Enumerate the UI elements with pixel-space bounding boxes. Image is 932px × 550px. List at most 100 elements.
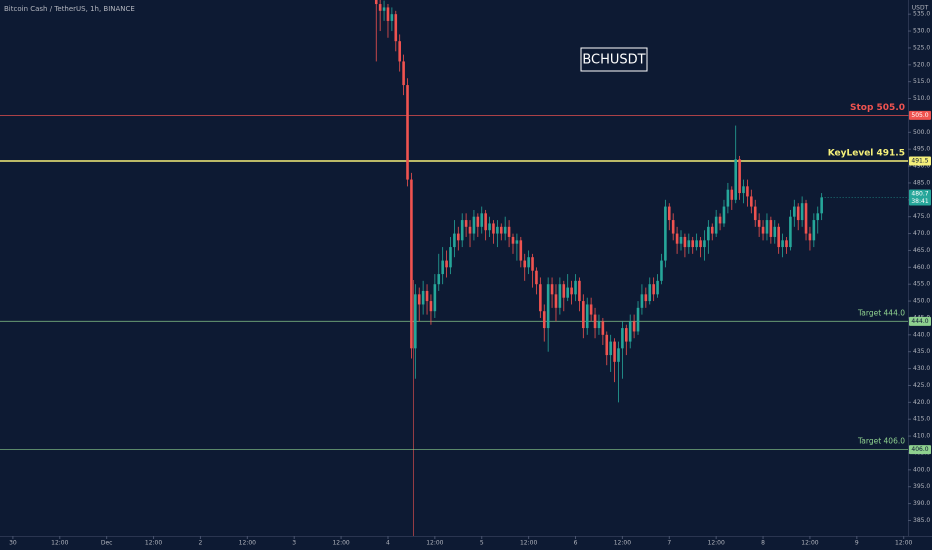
candle-body: [523, 260, 527, 268]
candle-body: [730, 189, 734, 200]
x-tick-label: 2: [199, 540, 203, 547]
candle-body: [402, 61, 405, 86]
candle-body: [753, 206, 757, 221]
countdown: 38:41: [911, 198, 928, 205]
candle-body: [535, 270, 538, 285]
candle-body: [628, 321, 632, 342]
candle-body: [687, 240, 691, 248]
candle-body: [710, 226, 714, 234]
level-tag-bg: [909, 156, 931, 166]
y-tick-label: 415.0: [913, 416, 930, 423]
candle-body: [546, 284, 550, 329]
candle-body: [738, 159, 741, 194]
y-tick-label: 470.0: [913, 230, 930, 237]
candle-body: [796, 206, 800, 221]
candle-body: [414, 294, 417, 349]
candle-body: [507, 226, 511, 237]
x-tick-label: 5: [480, 540, 484, 547]
candle-body: [550, 284, 554, 295]
y-tick-label: 520.0: [913, 61, 930, 68]
y-tick-label: 455.0: [913, 281, 930, 288]
price-tag-bg: [909, 189, 931, 206]
level-tag-bg: [909, 316, 931, 326]
x-tick-label: 30: [9, 540, 17, 547]
y-tick-label: 450.0: [913, 298, 930, 305]
y-tick-label: 485.0: [913, 179, 930, 186]
candle-body: [503, 226, 507, 234]
candle-body: [707, 226, 710, 241]
candle-body: [499, 226, 503, 234]
level-tag: 444.0: [911, 318, 928, 325]
candle-body: [804, 203, 808, 234]
y-tick-label: 500.0: [913, 129, 930, 136]
candle-body: [812, 220, 816, 241]
candle-body: [468, 226, 472, 234]
y-tick-label: 475.0: [913, 213, 930, 220]
y-tick-label: 490.0: [913, 163, 930, 170]
candle-body: [570, 287, 573, 295]
candle-body: [386, 7, 390, 21]
candle-body: [769, 220, 773, 237]
candle-body: [773, 226, 777, 237]
candle-body: [449, 247, 452, 268]
y-tick-label: 525.0: [913, 44, 930, 51]
x-tick-label: 12:00: [426, 540, 443, 547]
price-tag: 480.7: [911, 190, 928, 197]
candle-body: [816, 213, 820, 221]
candle-body: [562, 284, 566, 298]
candle-body: [667, 206, 671, 221]
candle-body: [472, 216, 476, 234]
candle-body: [617, 348, 620, 362]
y-tick-label: 435.0: [913, 348, 930, 355]
candle-body: [644, 294, 648, 302]
level-label: KeyLevel 491.5: [828, 149, 905, 159]
x-tick-label: 8: [761, 540, 765, 547]
x-tick-label: 7: [667, 540, 671, 547]
candle-body: [429, 301, 433, 312]
y-tick-label: 465.0: [913, 247, 930, 254]
x-tick-label: 4: [386, 540, 390, 547]
candle-body: [589, 304, 593, 315]
candle-body: [785, 240, 788, 248]
candle-body: [664, 206, 667, 261]
x-tick-label: 12:00: [801, 540, 818, 547]
annotation-box: [580, 47, 648, 72]
level-tag-bg: [909, 445, 931, 455]
x-tick-label: 12:00: [708, 540, 725, 547]
candle-body: [378, 4, 382, 11]
candle-body: [578, 280, 581, 302]
candle-body: [390, 14, 394, 21]
y-tick-label: 430.0: [913, 365, 930, 372]
x-tick-label: 12:00: [51, 540, 68, 547]
candle-body: [441, 260, 444, 275]
y-tick-label: 530.0: [913, 28, 930, 35]
candle-body: [476, 216, 480, 227]
level-tag: 505.0: [911, 112, 928, 119]
candle-body: [632, 321, 636, 332]
candle-body: [453, 233, 456, 248]
candle-body: [808, 233, 812, 241]
candle-body: [496, 226, 499, 234]
candle-body: [531, 257, 534, 271]
candle-body: [722, 206, 726, 224]
candle-body: [554, 294, 558, 308]
candle-body: [777, 226, 780, 248]
x-tick-label: 12:00: [895, 540, 912, 547]
candle-body: [699, 240, 702, 248]
candle-body: [613, 341, 616, 362]
candle-body: [605, 334, 609, 356]
candle-body: [726, 189, 730, 207]
candle-body: [609, 341, 612, 356]
y-tick-label: 510.0: [913, 95, 930, 102]
candle-body: [484, 213, 487, 231]
candle-body: [683, 236, 687, 248]
candle-body: [789, 216, 792, 248]
y-tick-label: 420.0: [913, 399, 930, 406]
y-tick-label: 385.0: [913, 517, 930, 524]
candle-body: [625, 328, 628, 342]
x-tick-label: 6: [574, 540, 578, 547]
annotation: BCHUSDT: [582, 53, 645, 68]
x-tick-label: 12:00: [145, 540, 162, 547]
y-tick-label: 460.0: [913, 264, 930, 271]
